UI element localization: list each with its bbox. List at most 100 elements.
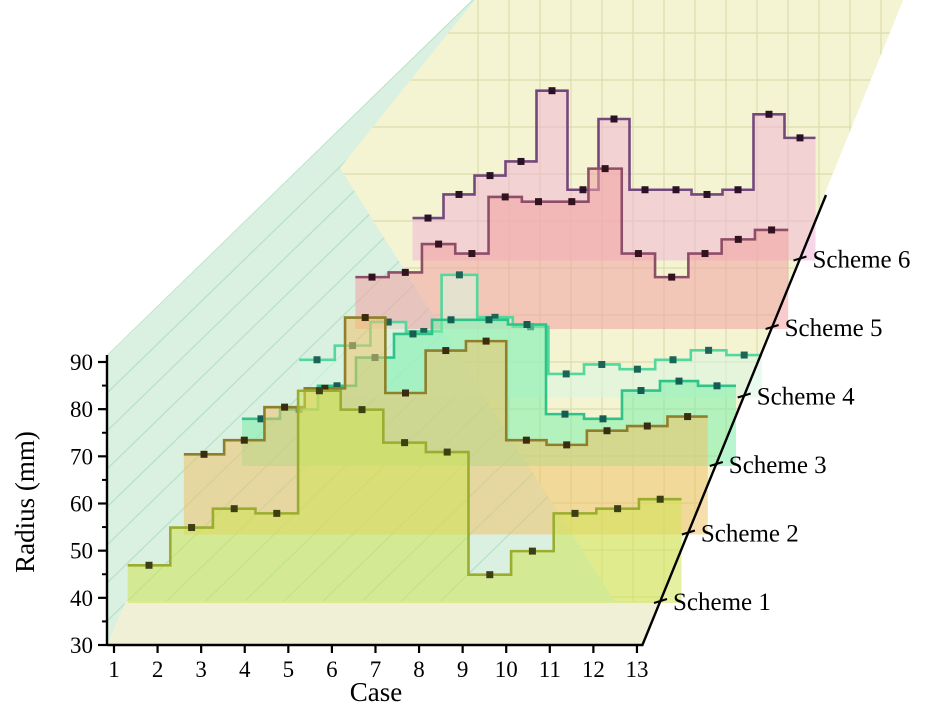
data-point-marker xyxy=(675,377,683,385)
data-point-marker xyxy=(568,198,576,206)
data-point-marker xyxy=(468,250,476,258)
scheme-label: Scheme 2 xyxy=(701,521,799,548)
data-point-marker xyxy=(656,495,664,503)
x-tick-label: 4 xyxy=(239,657,251,682)
data-point-marker xyxy=(523,320,531,328)
data-point-marker xyxy=(713,382,721,390)
x-tick-label: 5 xyxy=(283,657,295,682)
data-point-marker xyxy=(455,190,463,198)
data-point-marker xyxy=(200,450,208,458)
data-point-marker xyxy=(528,547,536,555)
data-point-marker xyxy=(442,347,450,355)
z-tick xyxy=(737,392,751,399)
series-line xyxy=(242,318,736,421)
scheme-label: Scheme 6 xyxy=(813,247,911,274)
data-point-marker xyxy=(485,316,493,324)
y-tick-label: 30 xyxy=(70,633,93,658)
y-axis-title: Radius (mm) xyxy=(10,431,40,573)
data-point-marker xyxy=(443,448,451,456)
data-point-marker xyxy=(491,313,499,321)
floor xyxy=(107,601,661,645)
data-point-marker xyxy=(522,436,530,444)
z-tick xyxy=(681,529,696,536)
x-axis-title: Case xyxy=(350,677,403,707)
data-point-marker xyxy=(598,360,606,368)
scheme-label: Scheme 5 xyxy=(785,315,883,342)
data-point-marker xyxy=(486,172,494,180)
chart-axes xyxy=(98,194,828,653)
x-tick-label: 1 xyxy=(108,657,120,682)
x-tick-label: 9 xyxy=(457,657,469,682)
data-point-marker xyxy=(765,110,773,118)
y-tick-label: 80 xyxy=(70,397,93,422)
data-point-marker xyxy=(361,314,369,322)
z-axis xyxy=(640,194,828,647)
y-tick-label: 40 xyxy=(70,586,93,611)
data-point-marker xyxy=(333,382,341,390)
x-tick-label: 13 xyxy=(625,657,648,682)
data-point-marker xyxy=(435,240,443,248)
x-tick-label: 11 xyxy=(539,657,561,682)
data-point-marker xyxy=(668,273,676,281)
series-fill xyxy=(127,390,682,603)
data-point-marker xyxy=(321,384,329,392)
z-tick xyxy=(653,598,668,604)
x-tick-label: 6 xyxy=(326,657,338,682)
data-point-marker xyxy=(230,505,238,513)
data-point-marker xyxy=(768,226,776,234)
data-point-marker xyxy=(368,273,376,281)
data-point-marker xyxy=(482,337,490,345)
data-point-marker xyxy=(643,422,651,430)
data-point-marker xyxy=(796,134,804,142)
chart-series xyxy=(127,87,816,603)
scheme-label: Scheme 3 xyxy=(729,452,827,479)
data-point-marker xyxy=(384,318,392,326)
data-point-marker xyxy=(313,356,321,364)
data-point-marker xyxy=(257,415,265,423)
series-line xyxy=(355,167,789,279)
z-tick xyxy=(765,324,779,330)
data-point-marker xyxy=(633,365,641,373)
data-point-marker xyxy=(579,186,587,194)
data-point-marker xyxy=(563,441,571,449)
x-tick-label: 7 xyxy=(370,657,382,682)
data-point-marker xyxy=(561,410,569,418)
x-tick-label: 2 xyxy=(152,657,164,682)
data-point-marker xyxy=(401,268,409,276)
data-point-marker xyxy=(669,356,677,364)
data-point-marker xyxy=(486,571,494,579)
scheme-label: Scheme 4 xyxy=(757,384,855,411)
data-point-marker xyxy=(637,387,645,395)
data-point-marker xyxy=(455,271,463,279)
data-point-marker xyxy=(501,193,509,201)
data-point-marker xyxy=(610,115,618,123)
z-tick xyxy=(709,461,724,467)
data-point-marker xyxy=(740,351,748,359)
series-line xyxy=(412,89,816,220)
data-point-marker xyxy=(447,316,455,324)
data-point-marker xyxy=(562,370,570,378)
data-point-marker xyxy=(273,509,281,517)
data-point-marker xyxy=(571,509,579,517)
data-point-marker xyxy=(672,186,680,194)
data-point-marker xyxy=(599,415,607,423)
y-tick-label: 60 xyxy=(70,491,93,516)
data-point-marker xyxy=(145,561,153,569)
y-tick-label: 90 xyxy=(70,350,93,375)
data-point-marker xyxy=(734,235,742,243)
data-point-marker xyxy=(703,190,711,198)
data-point-marker xyxy=(517,157,525,165)
x-tick-label: 12 xyxy=(582,657,605,682)
data-point-marker xyxy=(402,389,409,397)
x-tick-label: 8 xyxy=(413,657,425,682)
scheme-label: Scheme 1 xyxy=(673,589,771,616)
data-point-marker xyxy=(315,387,323,395)
data-point-marker xyxy=(634,250,642,258)
data-point-marker xyxy=(420,327,428,335)
data-point-marker xyxy=(535,198,542,206)
data-point-marker xyxy=(240,436,248,444)
data-point-marker xyxy=(603,427,611,435)
